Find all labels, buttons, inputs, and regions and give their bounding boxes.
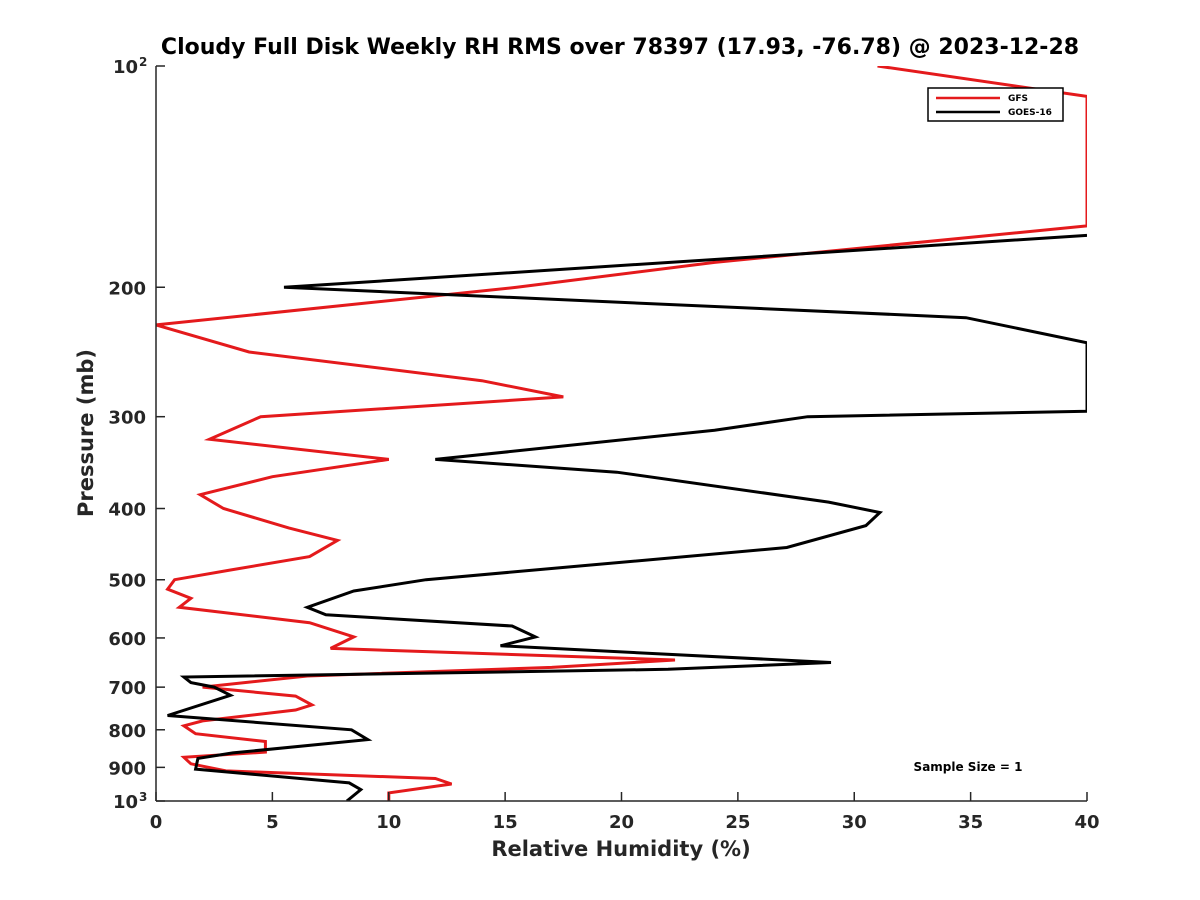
y-tick-label: 400 (108, 500, 146, 521)
x-axis-label: Relative Humidity (%) (491, 837, 750, 861)
legend-label: GFS (1008, 94, 1028, 104)
x-tick-label: 30 (842, 812, 867, 833)
legend: GFS GOES-16 (927, 87, 1064, 122)
x-tick-label: 20 (609, 812, 634, 833)
x-tick-label: 15 (493, 812, 518, 833)
x-tick-label: 5 (266, 812, 279, 833)
y-tick-label: 700 (108, 678, 146, 699)
x-tick-label: 40 (1074, 812, 1099, 833)
series-layer (156, 66, 1087, 801)
series-line-gfs (156, 66, 1087, 801)
y-tick-label: 300 (108, 408, 146, 429)
y-tick-label: 10 (113, 792, 138, 813)
x-tick-label: 0 (150, 812, 163, 833)
legend-box (927, 87, 1064, 122)
y-tick-label: 10 (113, 57, 138, 78)
series-line-goes-16 (167, 233, 1087, 801)
chart-title: Cloudy Full Disk Weekly RH RMS over 7839… (161, 35, 1079, 60)
y-tick-exponent: 3 (139, 790, 147, 804)
y-tick-label: 200 (108, 278, 146, 299)
x-tick-label: 25 (725, 812, 750, 833)
y-tick-label: 800 (108, 721, 146, 742)
x-tick-label: 35 (958, 812, 983, 833)
y-tick-label: 900 (108, 758, 146, 779)
y-axis-label: Pressure (mb) (74, 349, 98, 517)
y-tick-label: 600 (108, 629, 146, 650)
legend-label: GOES-16 (1008, 108, 1052, 118)
y-tick-label: 500 (108, 571, 146, 592)
sample-size-annotation: Sample Size = 1 (914, 760, 1023, 774)
y-tick-exponent: 2 (139, 55, 147, 69)
x-tick-label: 10 (376, 812, 401, 833)
